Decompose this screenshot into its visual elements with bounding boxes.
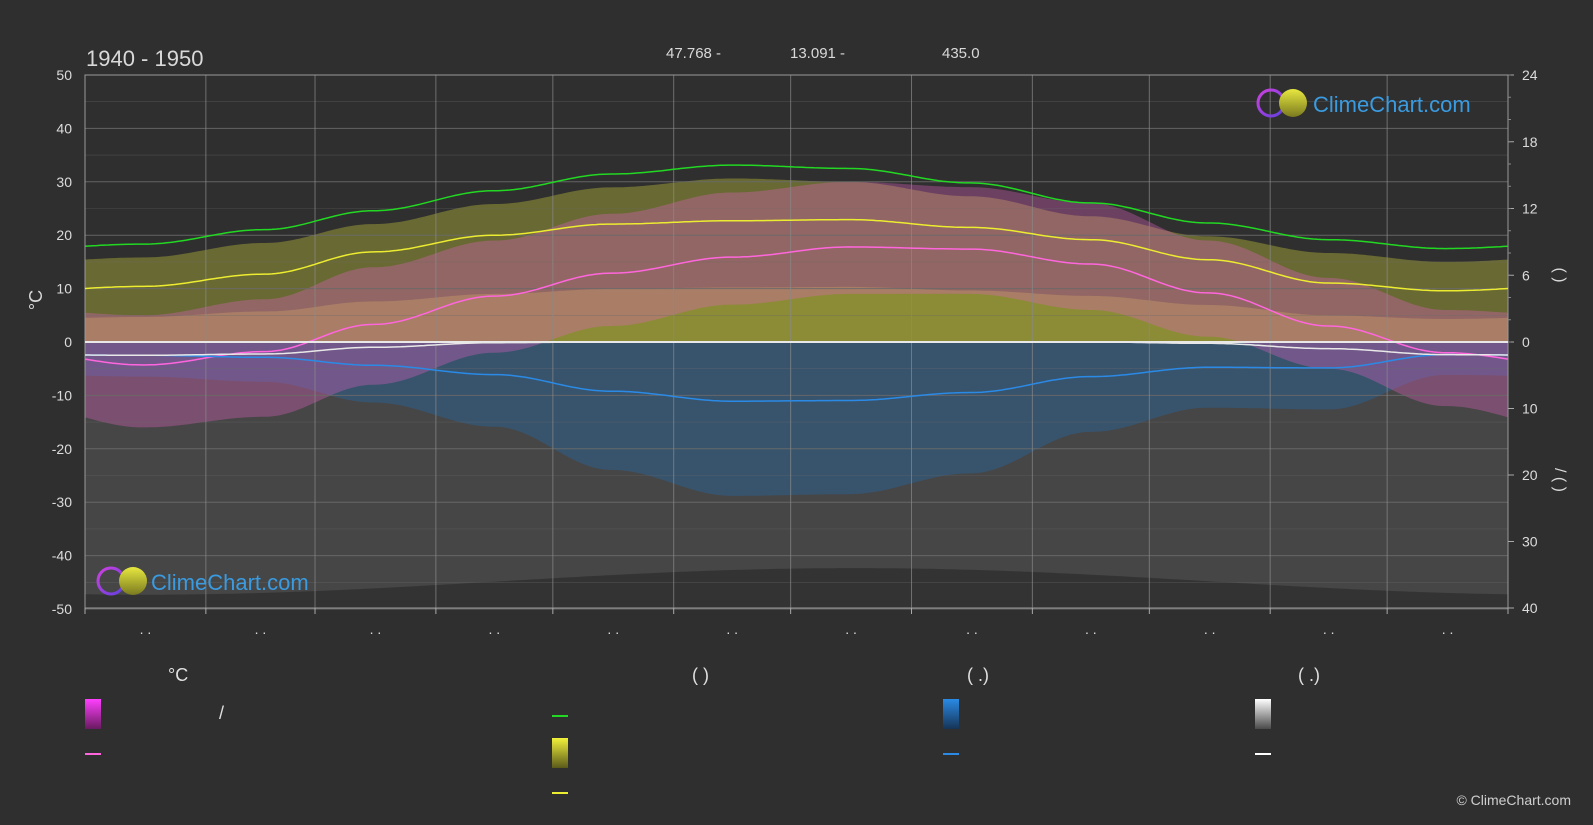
legend-rain-mean-line [943,753,959,755]
y-tick-right-top: 24 [1522,67,1538,83]
axes: 50 40 30 20 10 0 -10 -20 -30 -40 -50 24 18 12 6 0 10 20 30… [52,67,1538,637]
legend-snow-swatch [1255,699,1271,729]
temperature-mean-line [85,246,1508,366]
x-tick-label: . . [726,621,738,637]
sunshine-line [85,218,1508,292]
period-title: 1940 - 1950 [86,46,203,71]
x-tick-label: . . [966,621,978,637]
x-tick-label: . . [489,621,501,637]
y-tick-right-bottom: 10 [1522,401,1538,417]
legend-snow-mean-line [1255,753,1271,755]
daylight-line [85,164,1508,250]
logo-bottom: ClimeChart.com [96,566,309,596]
y-tick-right-top: 12 [1522,201,1538,217]
legend-daylight-line [552,715,568,717]
legend-col1-row1-text: / [219,703,225,723]
y-tick-left: 50 [56,67,72,83]
legend-sunshine-line [552,792,568,794]
x-tick-label: . . [1204,621,1216,637]
y-tick-right-bottom: 30 [1522,534,1538,550]
logo-top: ClimeChart.com [1256,88,1471,118]
logo-text: ClimeChart.com [1313,92,1471,117]
copyright: © ClimeChart.com [1456,792,1571,808]
x-tick-label: . . [845,621,857,637]
y-tick-left: 30 [56,174,72,190]
x-tick-label: . . [255,621,267,637]
elevation-label: 435.0 [942,45,980,62]
snow-band [85,342,1508,608]
x-tick-label: . . [607,621,619,637]
y-tick-right-bottom: 40 [1522,600,1538,616]
y-tick-left: 20 [56,227,72,243]
y-tick-left: 40 [56,120,72,136]
x-tick-label: . . [370,621,382,637]
x-tick-label: . . [1442,621,1454,637]
x-tick-label: . . [1085,621,1097,637]
legend-temp-range-swatch [85,699,101,729]
y-tick-right-top: 18 [1522,134,1538,150]
logo-text: ClimeChart.com [151,570,309,595]
legend-col1-header: °C [168,665,189,685]
y-tick-right-bottom: 20 [1522,467,1538,483]
snow-band-inner [85,342,1508,595]
y-tick-left: -20 [52,441,72,457]
y-tick-left: -30 [52,494,72,510]
logo-sun-icon [119,567,147,595]
longitude-label: 13.091 - [790,45,845,62]
legend-temp-mean-line [85,753,101,755]
sunshine-core-band [85,286,1508,342]
y-tick-left: 0 [64,334,72,350]
y-tick-left: -50 [52,601,72,617]
y-axis-left-label: °C [26,290,46,310]
y-tick-left: 10 [56,281,72,297]
logo-sun-icon [1279,89,1307,117]
y-tick-right-top: 0 [1522,334,1530,350]
x-tick-label: . . [1323,621,1335,637]
latitude-label: 47.768 - [666,45,721,62]
y-axis-right-bottom-label: / ( ) [1551,468,1568,492]
x-tick-label: . . [140,621,152,637]
rain-band [85,342,1508,496]
series-lines [85,164,1508,402]
y-tick-left: -40 [52,548,72,564]
data-layers [85,178,1508,608]
legend-sunshine-swatch [552,738,568,768]
y-tick-right-top: 6 [1522,267,1530,283]
temperature-band [85,181,1508,428]
legend-col3-header: ( .) [967,665,989,685]
legend-col4-header: ( .) [1298,665,1320,685]
y-tick-left: -10 [52,387,72,403]
sunshine-band [85,178,1508,342]
rain-mean-line [85,353,1508,402]
y-axis-right-top-label: ( ) [1551,267,1568,282]
legend-col2-header: ( ) [692,665,709,685]
legend-rain-swatch [943,699,959,729]
